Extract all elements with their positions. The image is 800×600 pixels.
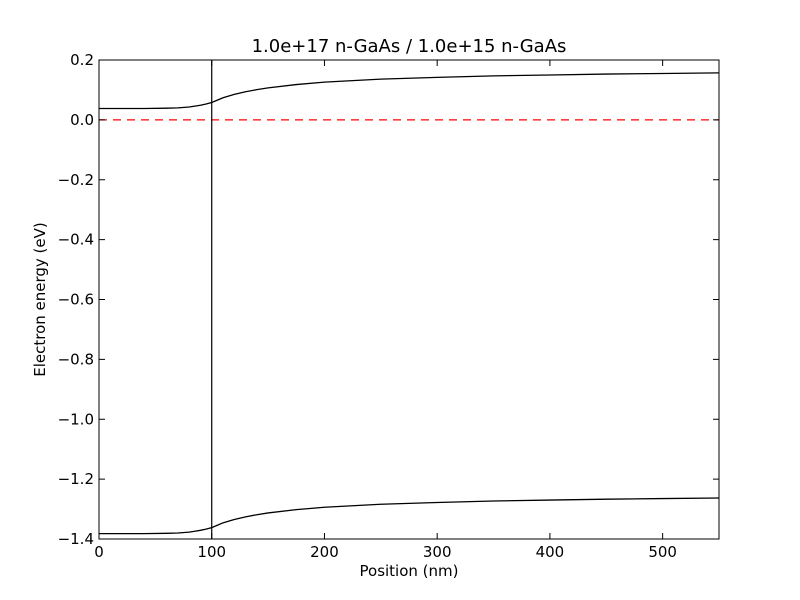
x-tick-label: 300 [423, 543, 452, 561]
plot-frame [98, 59, 720, 540]
plot-area [99, 60, 720, 539]
y-tick-label: −0.8 [58, 350, 94, 368]
x-tick-label: 400 [536, 543, 565, 561]
x-tick-label: 0 [94, 543, 104, 561]
x-tick-label: 100 [197, 543, 226, 561]
y-tick-label: −1.2 [58, 470, 94, 488]
y-tick-label: 0.2 [70, 51, 94, 69]
y-tick-label: −1.4 [58, 530, 94, 548]
y-tick-label: −0.4 [58, 231, 94, 249]
y-tick-label: −0.6 [58, 291, 94, 309]
series-line-0 [99, 72, 720, 110]
x-axis-label: Position (nm) [360, 562, 459, 580]
axis-tick-labels: 0 100 200 300 400 500 0.2 0.0 −0.2 −0.4 −0.6 −0.8 −1… [58, 51, 677, 561]
y-axis-label: Electron energy (eV) [31, 222, 49, 377]
x-tick-label: 500 [648, 543, 677, 561]
y-tick-label: 0.0 [70, 111, 94, 129]
chart-title: 1.0e+17 n-GaAs / 1.0e+15 n-GaAs [252, 36, 567, 57]
series-line-1 [99, 497, 720, 535]
y-tick-label: −0.2 [58, 171, 94, 189]
x-tick-label: 200 [310, 543, 339, 561]
y-tick-label: −1.0 [58, 410, 94, 428]
